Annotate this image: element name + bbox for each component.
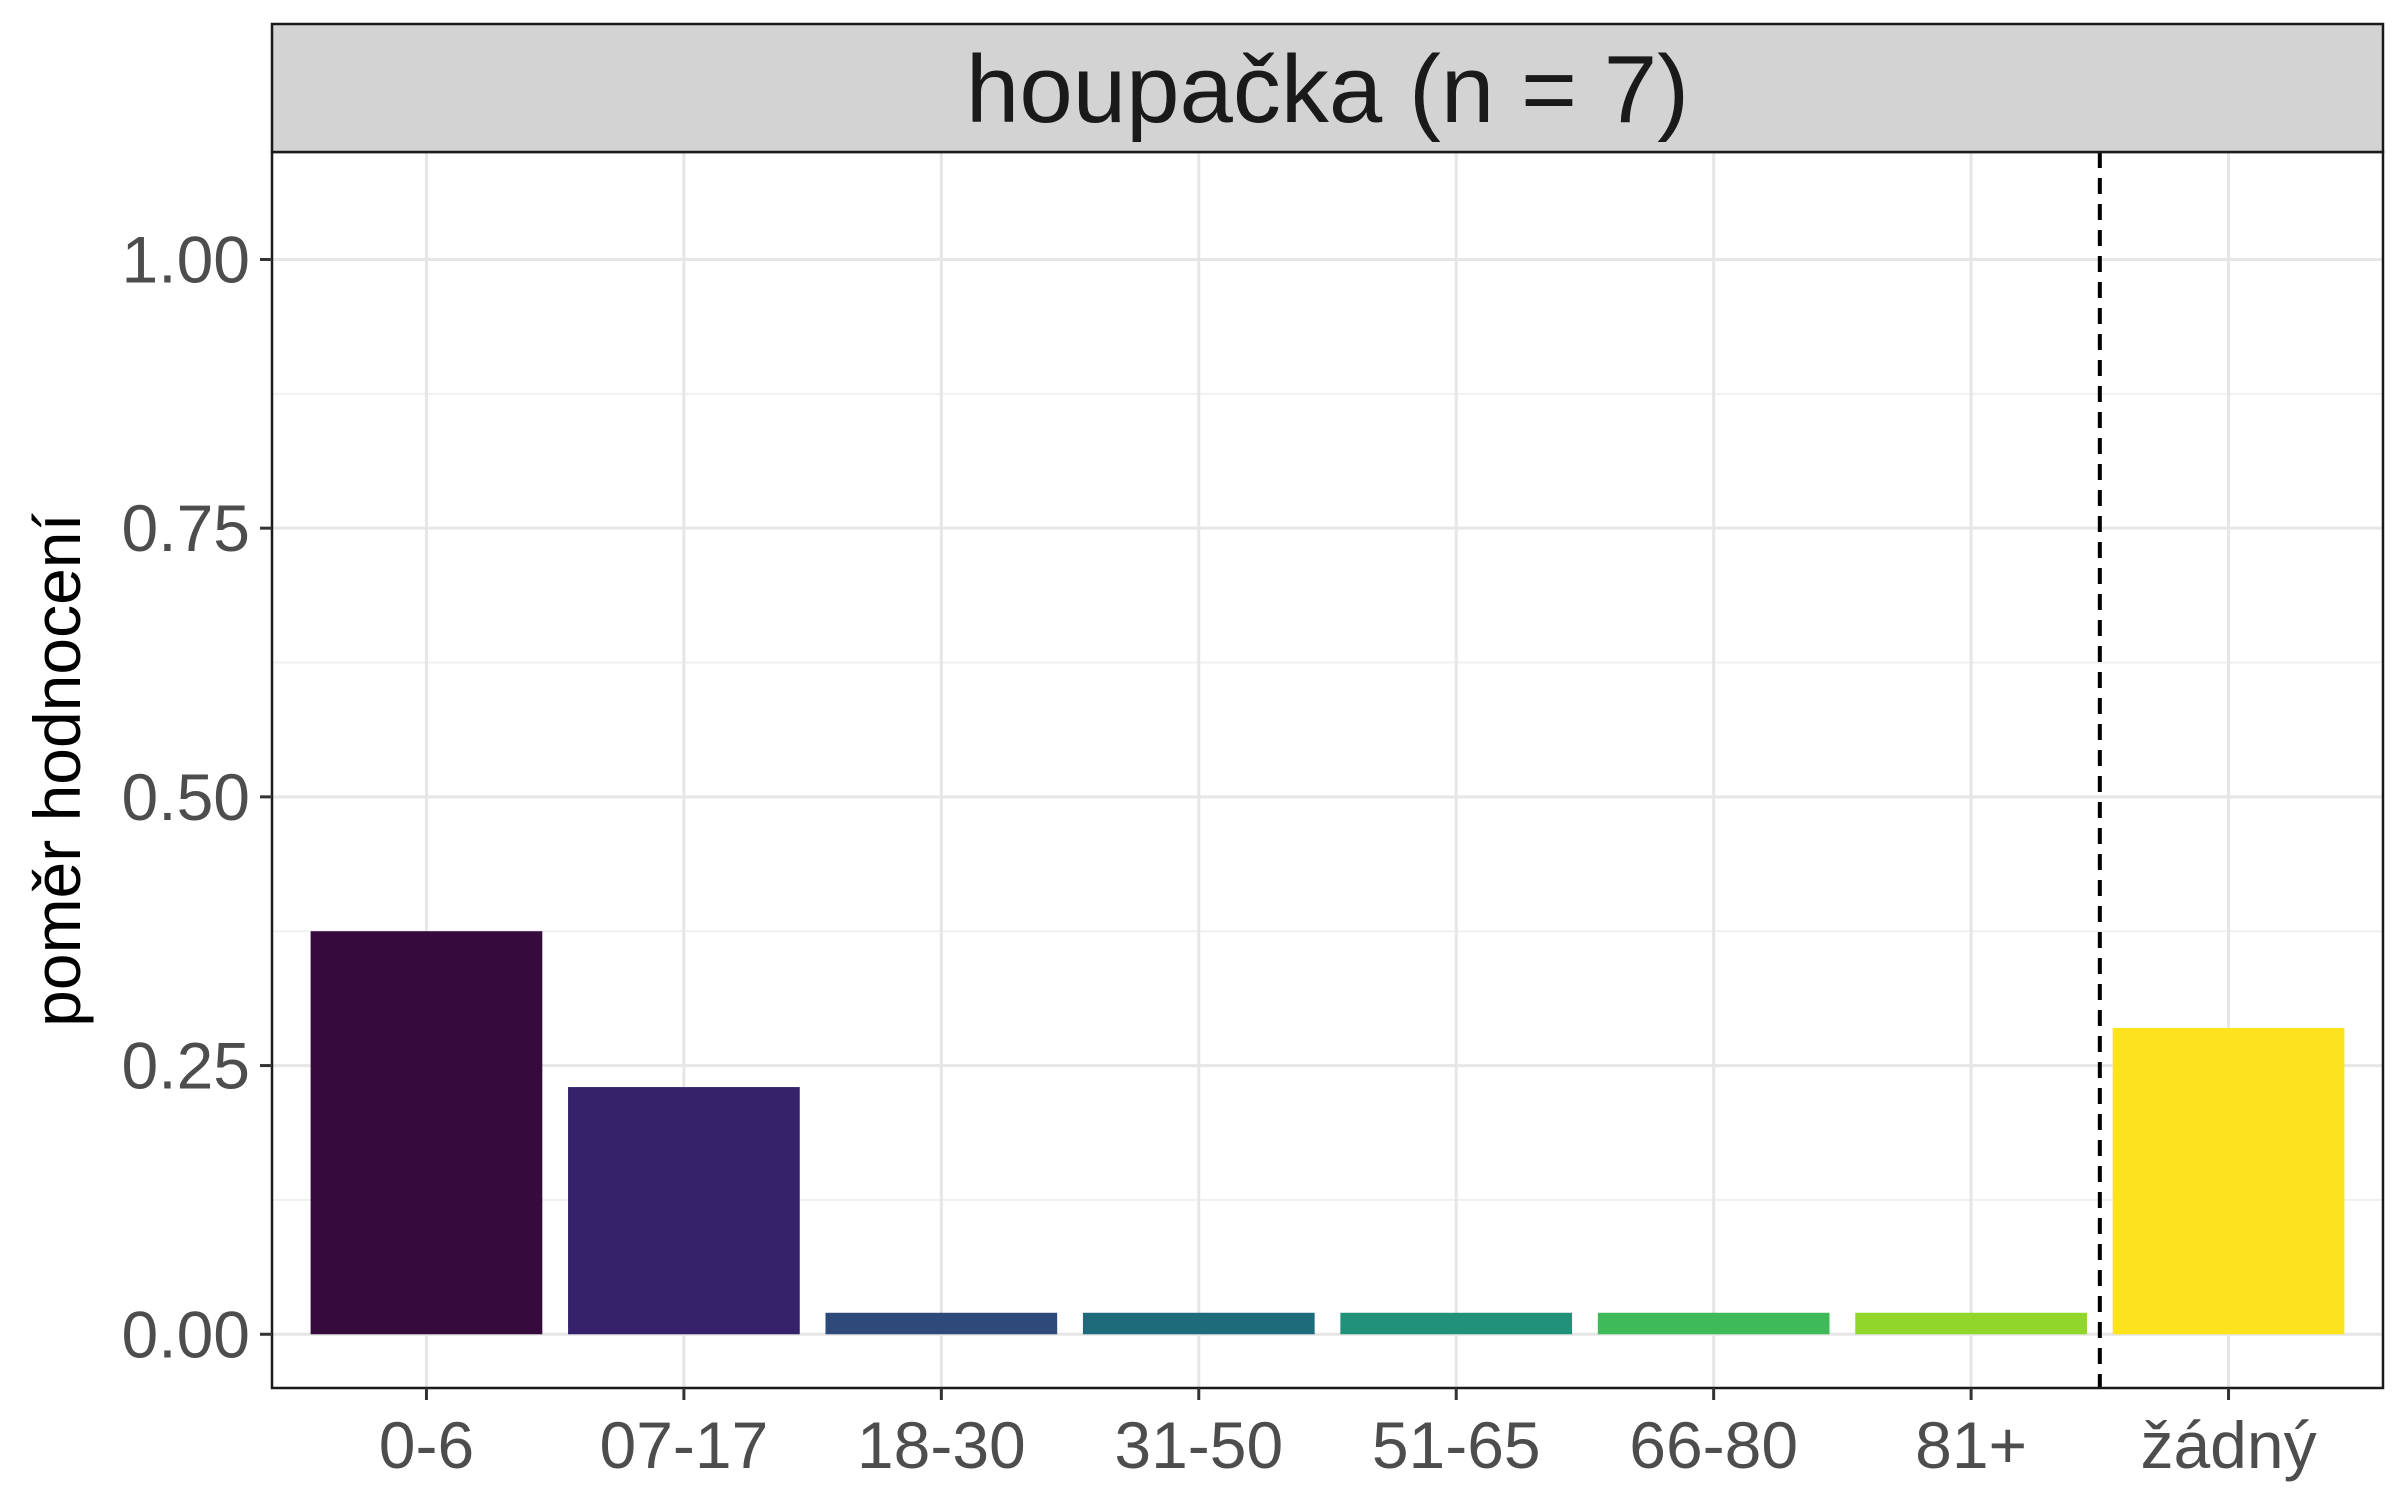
y-tick-label: 0.75 (122, 491, 250, 565)
y-axis-title: poměr hodnocení (20, 512, 94, 1026)
x-tick-label: 18-30 (857, 1408, 1026, 1482)
bar-6 (1597, 1312, 1830, 1335)
x-tick-label: 66-80 (1629, 1408, 1798, 1482)
y-tick-label: 1.00 (122, 222, 250, 296)
bar-1 (310, 931, 543, 1335)
bar-5 (1340, 1312, 1573, 1335)
chart-title: houpačka (n = 7) (966, 36, 1689, 143)
x-tick-label: 51-65 (1372, 1408, 1541, 1482)
bar-4 (1082, 1312, 1315, 1335)
y-tick-label: 0.25 (122, 1029, 250, 1103)
x-tick-label: 31-50 (1114, 1408, 1283, 1482)
axes: 0.00 0.25 0.50 0.75 1.00 0-6 07-17 18-30 31-50 51… (122, 222, 2317, 1482)
facet-strip (270, 22, 2385, 154)
y-tick-label: 0.00 (122, 1297, 250, 1371)
y-tick-label: 0.50 (122, 760, 250, 834)
x-tick-label: 81+ (1915, 1408, 2027, 1482)
bar-2 (568, 1087, 800, 1335)
bar-7 (1855, 1312, 2087, 1335)
x-tick-label: žádný (2140, 1408, 2316, 1482)
bars (310, 931, 2345, 1335)
x-tick-label: 0-6 (379, 1408, 474, 1482)
bar-3 (825, 1312, 1058, 1335)
bar-8 (2112, 1027, 2345, 1335)
x-tick-label: 07-17 (599, 1408, 768, 1482)
